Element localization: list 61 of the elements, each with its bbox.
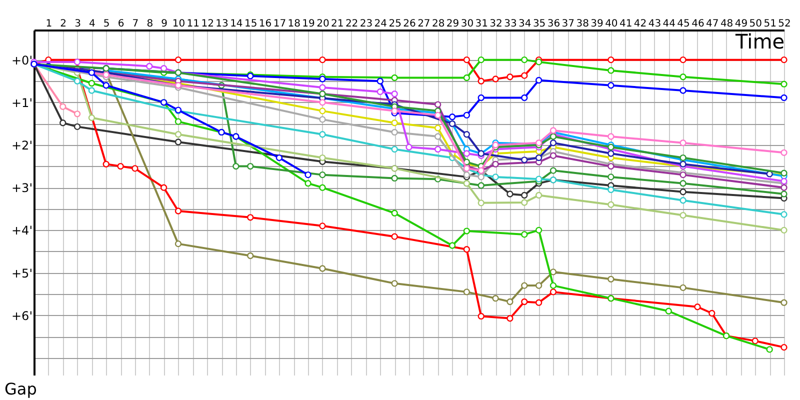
x-tick-label: 51 [764, 18, 776, 30]
x-tick-label: 52 [778, 18, 791, 30]
x-tick-label: 23 [360, 18, 373, 30]
x-tick-label: 39 [590, 18, 604, 30]
x-tick-label: 17 [273, 18, 286, 30]
x-tick-label: 3 [74, 18, 81, 30]
x-tick-label: 10 [172, 18, 186, 30]
x-tick-label: 6 [118, 18, 124, 30]
x-tick-label: 42 [634, 18, 647, 30]
x-tick-label: 45 [677, 18, 690, 30]
x-tick-label: 30 [460, 18, 474, 30]
x-tick-label: 13 [216, 18, 228, 30]
x-tick-label: 38 [576, 18, 589, 30]
x-tick-label: 9 [161, 18, 168, 30]
x-tick-label: 11 [186, 18, 200, 30]
y-axis-title: Gap [4, 380, 37, 398]
x-tick-label: 37 [562, 18, 575, 30]
x-tick-label: 2 [60, 18, 67, 30]
x-tick-label: 7 [132, 18, 139, 30]
y-tick-label: +4' [12, 224, 32, 238]
x-tick-label: 31 [475, 18, 488, 30]
x-tick-label: 22 [345, 18, 358, 30]
y-tick-label: +3' [12, 181, 32, 196]
x-tick-label: 41 [619, 18, 632, 30]
y-tick-label: +0' [12, 53, 32, 68]
x-tick-label: 8 [146, 18, 154, 30]
x-tick-label: 34 [518, 18, 532, 30]
x-tick-label: 33 [504, 18, 517, 30]
x-tick-label: 14 [230, 18, 243, 30]
y-tick-label: +6' [12, 308, 32, 323]
x-tick-label: 15 [244, 18, 258, 30]
x-tick-label: 50 [749, 18, 762, 30]
x-tick-label: 20 [316, 18, 330, 30]
x-tick-label: 16 [258, 18, 272, 30]
x-tick-label: 47 [706, 18, 719, 30]
x-tick-label: 21 [331, 18, 344, 30]
y-tick-label: +5' [12, 266, 32, 280]
x-tick-label: 40 [605, 18, 618, 30]
x-tick-label: 12 [201, 18, 214, 30]
x-tick-label: 19 [302, 18, 315, 30]
x-tick-label: 29 [446, 18, 460, 30]
x-tick-label: 48 [720, 18, 734, 30]
x-tick-label: 32 [490, 18, 502, 30]
y-tick-label: +2' [12, 138, 32, 152]
x-tick-label: 18 [288, 18, 300, 30]
x-tick-label: 5 [103, 18, 110, 30]
x-tick-label: 24 [374, 18, 388, 30]
x-tick-label: 28 [432, 18, 445, 30]
x-tick-label: 27 [418, 18, 430, 30]
x-tick-label: 44 [662, 18, 676, 30]
y-tick-label: +1' [12, 96, 32, 110]
x-tick-label: 26 [403, 18, 416, 30]
x-tick-label: 36 [547, 18, 560, 30]
x-tick-label: 25 [388, 18, 402, 30]
x-tick-label: 49 [734, 18, 748, 30]
x-tick-label: 46 [692, 18, 704, 30]
x-tick-label: 35 [532, 18, 546, 30]
x-axis-title: Time [734, 30, 784, 54]
x-tick-label: 43 [648, 18, 662, 30]
x-tick-label: 1 [46, 18, 52, 30]
x-tick-label: 4 [89, 18, 96, 30]
